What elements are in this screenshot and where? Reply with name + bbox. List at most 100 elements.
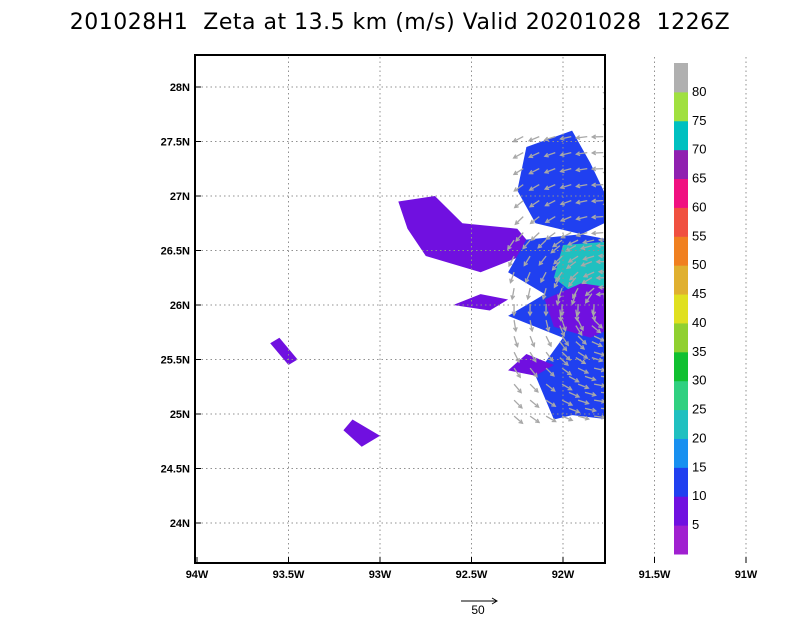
wind-vector bbox=[784, 164, 790, 173]
wind-vector-head bbox=[590, 134, 597, 140]
wind-vector-head bbox=[633, 413, 637, 417]
wind-vector-head bbox=[595, 259, 601, 265]
wind-vector-head bbox=[524, 278, 530, 284]
wind-vector bbox=[652, 138, 662, 141]
y-tick-label: 25N bbox=[170, 409, 190, 421]
wind-vector bbox=[545, 415, 557, 423]
wind-vector-head bbox=[658, 211, 662, 215]
wind-vector bbox=[508, 255, 515, 267]
wind-vector-head bbox=[707, 326, 711, 330]
wind-vector bbox=[626, 365, 637, 368]
wind-vector-head bbox=[751, 149, 755, 153]
wind-vector bbox=[736, 315, 738, 326]
wind-vector bbox=[752, 180, 759, 189]
wind-vector-head bbox=[544, 218, 550, 223]
wind-vector bbox=[717, 267, 720, 278]
wind-vector-head bbox=[736, 181, 740, 185]
wind-vector bbox=[584, 375, 596, 381]
wind-vector-head bbox=[507, 245, 512, 251]
wind-vector bbox=[577, 335, 587, 345]
wind-vector-head bbox=[564, 341, 569, 347]
wind-vector bbox=[525, 271, 531, 283]
wind-vector bbox=[753, 196, 759, 205]
wind-vector bbox=[656, 316, 660, 326]
wind-vector bbox=[668, 247, 675, 256]
wind-vector-head bbox=[633, 269, 637, 273]
wind-vector bbox=[577, 399, 589, 405]
wind-vector-head bbox=[657, 148, 661, 152]
wind-vector-head bbox=[751, 134, 755, 138]
wind-vector bbox=[620, 171, 631, 173]
colorbar-swatch bbox=[674, 294, 688, 324]
wind-vector bbox=[608, 310, 619, 312]
wind-vector bbox=[555, 271, 563, 282]
wind-vector bbox=[608, 215, 619, 216]
wind-vector-head bbox=[647, 346, 651, 350]
wind-vector bbox=[719, 283, 720, 294]
wind-vector-head bbox=[659, 333, 663, 337]
wind-vector-head bbox=[668, 105, 672, 109]
wind-vector-head bbox=[776, 377, 779, 381]
wind-vector bbox=[720, 331, 723, 341]
wind-vector bbox=[636, 154, 647, 157]
wind-vector-head bbox=[616, 267, 620, 270]
wind-vector-head bbox=[756, 176, 760, 180]
wind-vector bbox=[560, 183, 572, 189]
wind-vector-head bbox=[508, 261, 513, 268]
wind-vector-head bbox=[595, 243, 601, 249]
wind-vector bbox=[626, 398, 637, 400]
wind-vector bbox=[577, 319, 584, 331]
wind-vector bbox=[626, 382, 637, 384]
wind-vector-head bbox=[584, 298, 590, 304]
wind-vector bbox=[658, 195, 668, 200]
wind-vector-head bbox=[766, 299, 770, 303]
colorbar-label: 20 bbox=[692, 430, 706, 445]
wind-vector-head bbox=[635, 283, 639, 287]
wind-vector bbox=[783, 102, 791, 109]
wind-vector bbox=[775, 394, 781, 403]
wind-vector-head bbox=[768, 180, 772, 184]
wind-vector bbox=[513, 367, 521, 378]
wind-vector-head bbox=[765, 267, 769, 271]
wind-vector-head bbox=[720, 197, 724, 201]
wind-vector-head bbox=[707, 177, 711, 181]
wind-vector-head bbox=[641, 180, 645, 184]
wind-vector-head bbox=[740, 176, 744, 180]
wind-vector bbox=[538, 255, 547, 266]
wind-vector-head bbox=[575, 183, 581, 189]
wind-vector-head bbox=[766, 86, 770, 90]
wind-vector bbox=[723, 161, 731, 168]
colorbar-label: 10 bbox=[692, 488, 706, 503]
wind-vector bbox=[559, 325, 565, 336]
wind-vector-head bbox=[793, 410, 796, 414]
wind-vector-head bbox=[646, 328, 650, 332]
wind-vector-head bbox=[706, 146, 710, 150]
wind-vector bbox=[515, 232, 524, 242]
y-tick-label: 27N bbox=[170, 191, 190, 203]
wind-vector-head bbox=[574, 393, 581, 398]
wind-vector bbox=[513, 184, 524, 192]
wind-vector-head bbox=[705, 309, 709, 313]
wind-vector-head bbox=[602, 91, 605, 95]
wind-vector bbox=[641, 165, 652, 168]
wind-vector bbox=[633, 389, 644, 392]
wind-vector bbox=[529, 168, 540, 175]
wind-vector bbox=[690, 131, 700, 136]
wind-vector-head bbox=[663, 378, 667, 381]
wind-vector bbox=[767, 149, 774, 157]
wind-vector-head bbox=[667, 268, 671, 272]
wind-vector bbox=[769, 196, 775, 205]
wind-vector bbox=[576, 215, 588, 220]
wind-vector-head bbox=[632, 235, 636, 238]
colorbar-swatch bbox=[674, 91, 688, 122]
wind-vector-head bbox=[575, 408, 581, 414]
wind-vector-head bbox=[582, 239, 588, 245]
wind-vector-head bbox=[624, 293, 628, 297]
wind-vector bbox=[785, 180, 791, 189]
wind-vector bbox=[752, 347, 756, 357]
wind-vector bbox=[545, 200, 556, 207]
wind-vector-head bbox=[740, 161, 744, 165]
wind-vector bbox=[544, 184, 556, 190]
wind-vector-head bbox=[752, 180, 756, 184]
wind-vector bbox=[624, 355, 635, 358]
